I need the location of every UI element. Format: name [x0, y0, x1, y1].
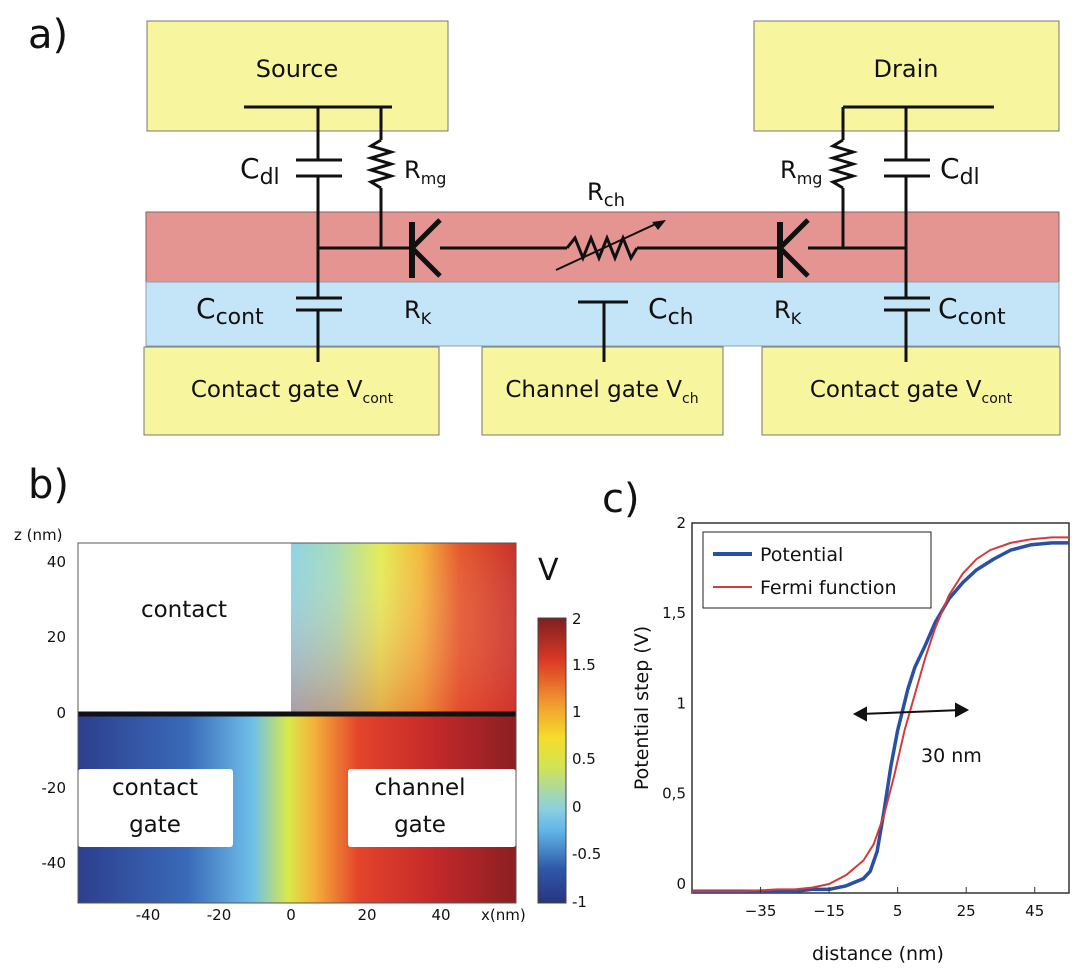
panel-a-label: a) — [28, 12, 68, 58]
panel-c-label: c) — [602, 476, 640, 522]
chart-c-ylabel: Potential step (V) — [631, 626, 653, 790]
cdl-right-label: Cdl — [940, 152, 980, 190]
cbar-tick-0-5: 0.5 — [572, 750, 596, 768]
panel-b-label: b) — [28, 462, 69, 508]
chart-c-yticks: 0 0,5 1 1,5 2 — [662, 514, 686, 893]
c-xtick: −15 — [813, 902, 845, 920]
c-ytick: 1 — [676, 694, 686, 712]
rk-right-label: RK — [774, 296, 802, 328]
contact-gate-right-label: Contact gate Vcont — [810, 377, 1013, 407]
colorbar-title: V — [538, 553, 559, 588]
chart-c-legend — [702, 531, 932, 609]
b-ytick-m20: -20 — [42, 779, 67, 797]
contact-gate-region — [78, 769, 233, 847]
contact-region-label: contact — [141, 597, 227, 623]
drain-label: Drain — [874, 55, 939, 83]
width-arrow — [852, 702, 970, 722]
ccont-right-label: Ccont — [938, 292, 1006, 330]
b-xtick-m20: -20 — [207, 906, 232, 924]
contact-gate-right-box — [761, 346, 1061, 436]
rmg-left-label: Rmg — [404, 156, 446, 188]
channel-gate-region — [348, 769, 516, 847]
c-xtick: 45 — [1025, 902, 1044, 920]
b-xtick-20: 20 — [357, 906, 376, 924]
chart-c-xticks: −35 −15 5 25 45 — [745, 887, 1044, 920]
contact-gate-region-label-2: gate — [129, 812, 181, 838]
width-annotation: 30 nm — [921, 745, 982, 767]
variable-resistor-arrow — [652, 220, 666, 230]
b-ytick-40: 40 — [47, 553, 66, 571]
cbar-tick-1-5: 1.5 — [572, 656, 596, 674]
cbar-tick-0: 0 — [572, 798, 582, 816]
legend-fermi-label: Fermi function — [760, 577, 897, 599]
potential-map — [77, 542, 517, 904]
c-xtick: 25 — [957, 902, 976, 920]
contact-gate-left-label: Contact gate Vcont — [191, 377, 394, 407]
cbar-tick-m1: -1 — [572, 893, 587, 911]
b-ytick-20: 20 — [47, 628, 66, 646]
c-ytick: 0,5 — [662, 785, 686, 803]
b-ytick-m40: -40 — [42, 854, 67, 872]
b-xtick-m40: -40 — [136, 906, 161, 924]
channel-gate-label: Channel gate Vch — [505, 377, 698, 407]
circuit — [244, 105, 994, 362]
ccont-left-label: Ccont — [196, 292, 264, 330]
c-ytick: 2 — [676, 514, 686, 532]
b-ytick-0: 0 — [56, 704, 66, 722]
cdl-left-label: Cdl — [240, 152, 280, 190]
b-xtick-0: 0 — [286, 906, 296, 924]
panel-b-yaxis-label: z (nm) — [14, 526, 62, 544]
contact-gate-region-label-1: contact — [112, 775, 198, 801]
c-xtick: −35 — [745, 902, 777, 920]
c-ytick: 1,5 — [662, 604, 686, 622]
c-xtick: 5 — [893, 902, 903, 920]
chart-c-xlabel: distance (nm) — [812, 943, 944, 965]
series-line-fermi — [692, 536, 1069, 893]
contact-gate-left-box — [143, 346, 440, 436]
cbar-tick-1: 1 — [572, 703, 582, 721]
chart-c-series — [692, 536, 1069, 893]
source-box — [146, 20, 449, 132]
chart-c-frame — [691, 522, 1070, 894]
cbar-tick-2: 2 — [572, 610, 582, 628]
b-xaxis-label: x(nm) — [481, 906, 526, 924]
channel-gate-region-label-1: channel — [374, 775, 465, 801]
source-label: Source — [256, 55, 338, 83]
contact-region — [78, 543, 291, 714]
cch-label: Cch — [648, 292, 694, 330]
rch-label: Rch — [587, 178, 625, 211]
cbar-tick-m0-5: -0.5 — [572, 845, 601, 863]
colorbar — [537, 617, 567, 904]
rk-left-label: RK — [404, 296, 432, 328]
series-line-potential — [692, 541, 1069, 893]
channel-gate-region-label-2: gate — [394, 812, 446, 838]
legend-potential-label: Potential — [760, 544, 843, 566]
b-xtick-40: 40 — [431, 906, 450, 924]
c-ytick: 0 — [676, 875, 686, 893]
rmg-right-label: Rmg — [780, 156, 822, 188]
